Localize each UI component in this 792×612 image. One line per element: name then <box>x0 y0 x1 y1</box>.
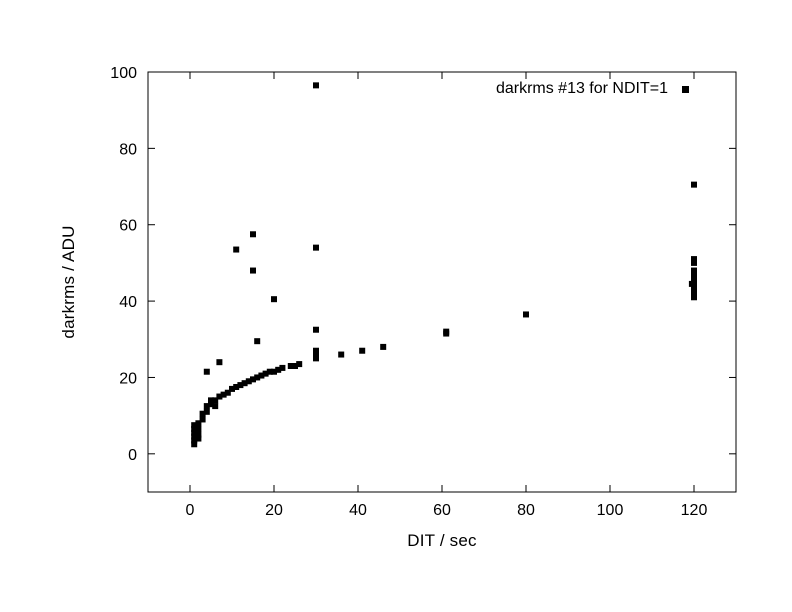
data-point <box>250 231 256 238</box>
data-point <box>191 426 198 432</box>
legend-marker-icon <box>682 85 689 93</box>
y-tick-label: 60 <box>119 218 137 235</box>
y-tick-label: 40 <box>119 294 137 311</box>
data-point <box>691 290 697 297</box>
data-point <box>262 370 269 377</box>
x-tick-label: 100 <box>597 502 624 519</box>
data-point <box>271 368 277 375</box>
x-axis-label: DIT / sec <box>407 531 477 550</box>
data-point <box>338 351 345 358</box>
data-point <box>266 368 273 375</box>
data-point <box>233 384 240 390</box>
legend-label: darkrms #13 for NDIT=1 <box>495 80 668 97</box>
data-point <box>208 401 214 408</box>
data-point <box>216 393 223 400</box>
data-point <box>250 267 256 274</box>
data-point <box>203 408 210 415</box>
y-tick-label: 20 <box>119 370 137 387</box>
data-point <box>237 382 244 389</box>
data-point <box>292 363 298 369</box>
data-point <box>313 326 319 333</box>
data-point <box>212 403 219 410</box>
data-point <box>203 368 210 375</box>
data-point <box>443 328 450 335</box>
data-point <box>233 246 240 253</box>
data-point <box>254 374 261 381</box>
data-point <box>691 259 697 266</box>
y-tick-label: 0 <box>128 447 137 464</box>
data-point <box>380 343 387 350</box>
data-point <box>691 286 697 293</box>
data-point <box>216 359 223 366</box>
data-point <box>199 416 206 423</box>
data-point <box>250 376 256 383</box>
data-point <box>691 294 697 301</box>
x-tick-label: 80 <box>517 502 535 519</box>
y-axis-label: darkrms / ADU <box>59 225 78 339</box>
legend: darkrms #13 for NDIT=1 <box>496 80 689 98</box>
y-tick-label: 100 <box>110 65 137 82</box>
data-point <box>203 403 210 410</box>
x-tick-label: 40 <box>349 502 367 519</box>
data-point <box>191 422 198 429</box>
data-point <box>229 385 235 392</box>
data-point <box>195 426 202 432</box>
plot-border <box>147 71 737 493</box>
data-point <box>191 437 198 444</box>
data-point <box>254 338 261 345</box>
x-tick-label: 60 <box>433 502 451 519</box>
y-tick-label: 80 <box>119 141 137 158</box>
data-point <box>279 364 286 371</box>
data-point <box>271 296 277 303</box>
x-tick-label: 120 <box>681 502 708 519</box>
data-point <box>241 380 248 387</box>
data-point <box>245 378 252 385</box>
data-point <box>691 181 697 188</box>
data-point <box>191 429 198 436</box>
data-point <box>313 244 319 251</box>
data-point <box>523 311 529 318</box>
data-point <box>287 363 294 369</box>
data-point <box>191 441 198 448</box>
data-point <box>691 256 697 263</box>
data-point <box>296 361 303 368</box>
data-point <box>212 397 219 404</box>
data-point <box>691 275 697 282</box>
data-point <box>195 431 202 438</box>
data-point <box>195 420 202 427</box>
data-point <box>275 366 282 373</box>
data-point <box>313 347 319 354</box>
x-tick-label: 20 <box>265 502 283 519</box>
data-point <box>195 435 202 442</box>
data-point <box>220 391 227 398</box>
data-point <box>199 410 206 417</box>
data-point <box>691 267 697 274</box>
data-point <box>313 82 319 89</box>
data-point <box>191 433 198 440</box>
data-point <box>691 271 697 278</box>
data-point <box>258 372 265 379</box>
data-point <box>224 389 231 396</box>
data-point <box>208 397 214 404</box>
x-tick-label: 0 <box>186 502 195 519</box>
data-point <box>359 347 366 354</box>
data-point <box>691 279 697 285</box>
